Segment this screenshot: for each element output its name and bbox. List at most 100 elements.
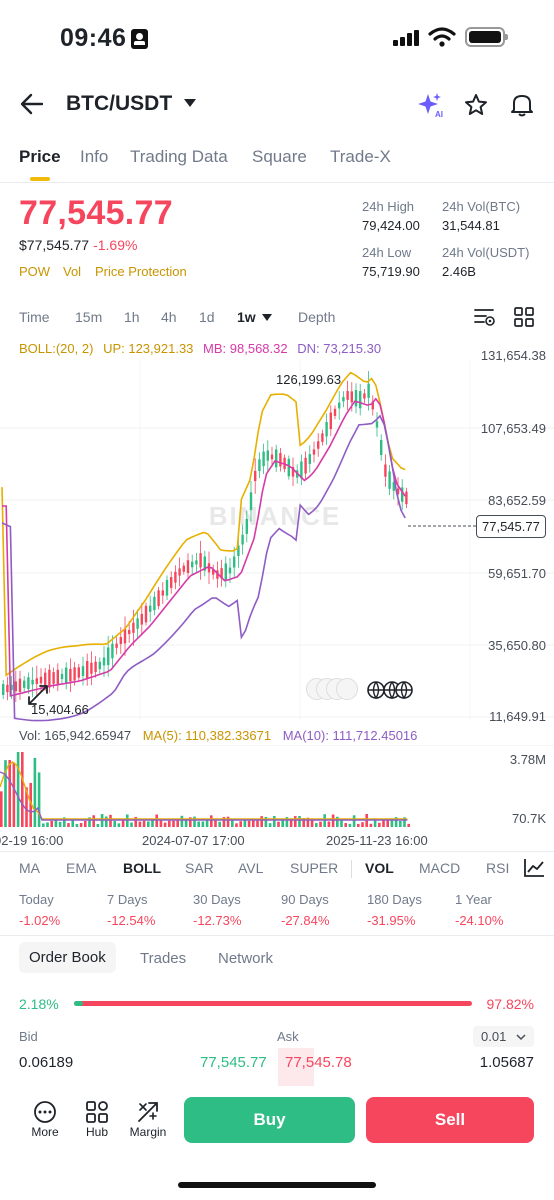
precision-value: 0.01 — [481, 1029, 507, 1044]
ind-vol[interactable]: VOL — [365, 860, 394, 876]
perf-label-today: Today — [19, 892, 54, 907]
tab-price[interactable]: Price — [19, 147, 61, 166]
tab-trading-data[interactable]: Trading Data — [130, 147, 228, 166]
ai-sparkle-icon[interactable]: AI — [418, 92, 444, 118]
tf-1w[interactable]: 1w — [237, 309, 256, 325]
section-divider — [0, 935, 554, 936]
vol-ma5: MA(5): 110,382.33671 — [142, 728, 272, 743]
vol-axis-bottom: 70.7K — [512, 811, 546, 826]
wifi-icon — [428, 27, 456, 47]
tab-square[interactable]: Square — [252, 147, 307, 166]
price-axis-4: 59,651.70 — [488, 566, 546, 581]
perf-value-1y: -24.10% — [455, 913, 504, 928]
vol-usdt-value: 2.46B — [442, 264, 476, 279]
high-label: 24h High — [362, 199, 415, 214]
tf-caret-icon[interactable] — [262, 314, 272, 321]
price-axis-6: 11,649.91 — [489, 709, 546, 724]
hub-button[interactable]: Hub — [85, 1125, 108, 1139]
price-axis-1: 131,654.38 — [480, 348, 546, 363]
contact-card-icon — [131, 29, 148, 49]
volume-chart[interactable] — [0, 745, 554, 830]
margin-icon[interactable] — [136, 1100, 160, 1124]
current-price-tag: 77,545.77 — [476, 515, 546, 538]
tf-1h[interactable]: 1h — [124, 309, 140, 325]
ind-macd[interactable]: MACD — [419, 860, 461, 876]
tab-network[interactable]: Network — [218, 950, 274, 967]
home-indicator — [178, 1182, 376, 1188]
low-label: 24h Low — [362, 245, 412, 260]
bid-header: Bid — [19, 1029, 38, 1044]
boll-legend: BOLL:(20, 2) UP: 123,921.33 MB: 98,568.3… — [19, 341, 381, 356]
chart-watermark: BINANCE — [209, 501, 341, 531]
perf-value-7d: -12.54% — [107, 913, 156, 928]
tf-depth[interactable]: Depth — [298, 309, 336, 325]
back-arrow-icon[interactable] — [20, 93, 44, 115]
tab-order-book[interactable]: Order Book — [19, 942, 116, 973]
more-icon[interactable] — [33, 1100, 57, 1124]
signal-icon — [393, 30, 419, 46]
buy-button[interactable]: Buy — [184, 1097, 355, 1143]
ind-avl[interactable]: AVL — [238, 860, 264, 876]
vol-btc-label: 24h Vol(BTC) — [442, 199, 521, 214]
ratio-bar — [74, 1001, 472, 1006]
price-usd: $77,545.77 — [19, 237, 90, 253]
ind-super[interactable]: SUPER — [290, 860, 339, 876]
hub-icon[interactable] — [85, 1100, 109, 1124]
grid-layout-icon[interactable] — [514, 307, 534, 327]
precision-select[interactable]: 0.01 — [473, 1026, 534, 1047]
boll-up: UP: 123,921.33 — [103, 341, 194, 356]
perf-value-180d: -31.95% — [367, 913, 416, 928]
ind-ema[interactable]: EMA — [66, 860, 97, 876]
margin-button[interactable]: Margin — [129, 1125, 167, 1139]
sell-button[interactable]: Sell — [366, 1097, 534, 1143]
tf-time[interactable]: Time — [19, 309, 50, 325]
date-label-1: 02-19 16:00 — [0, 833, 64, 848]
price-usd-line: $77,545.77 -1.69% — [19, 237, 137, 253]
tf-1d[interactable]: 1d — [199, 309, 215, 325]
tab-trade-x[interactable]: Trade-X — [330, 147, 391, 166]
tag-pow[interactable]: POW — [19, 264, 51, 279]
tab-trades[interactable]: Trades — [140, 950, 187, 967]
ask-price[interactable]: 77,545.78 — [285, 1054, 352, 1071]
tab-info[interactable]: Info — [80, 147, 109, 166]
ind-ma[interactable]: MA — [19, 860, 40, 876]
ind-boll[interactable]: BOLL — [123, 860, 162, 876]
indicator-chart-icon[interactable] — [523, 858, 545, 878]
bid-price[interactable]: 77,545.77 — [200, 1054, 267, 1071]
divider — [0, 182, 554, 183]
candlestick-chart[interactable]: BINANCE — [0, 360, 554, 725]
tf-4h[interactable]: 4h — [161, 309, 177, 325]
ratio-bar-bid — [74, 1001, 83, 1006]
perf-label-30d: 30 Days — [193, 892, 241, 907]
vol-usdt-label: 24h Vol(USDT) — [442, 245, 530, 260]
ask-qty: 1.05687 — [479, 1054, 534, 1071]
tf-15m[interactable]: 15m — [75, 309, 103, 325]
perf-label-7d: 7 Days — [107, 892, 148, 907]
perf-value-30d: -12.73% — [193, 913, 242, 928]
chart-settings-icon[interactable] — [474, 307, 496, 327]
perf-label-90d: 90 Days — [281, 892, 329, 907]
ind-sar[interactable]: SAR — [185, 860, 214, 876]
vol-value: Vol: 165,942.65947 — [19, 728, 132, 743]
chevron-down-icon — [516, 1034, 526, 1041]
vol-axis-top: 3.78M — [509, 752, 546, 767]
pair-title[interactable]: BTC/USDT — [66, 92, 173, 115]
tag-price-protection[interactable]: Price Protection — [95, 264, 187, 279]
more-button[interactable]: More — [31, 1125, 59, 1139]
indicator-separator — [351, 860, 352, 878]
bid-qty: 0.06189 — [19, 1054, 74, 1071]
perf-value-today: -1.02% — [19, 913, 61, 928]
date-label-3: 2025-11-23 16:00 — [326, 833, 428, 848]
star-icon[interactable] — [464, 93, 488, 117]
battery-icon — [465, 27, 508, 47]
vol-ma10: MA(10): 111,712.45016 — [282, 728, 418, 743]
expand-icon[interactable] — [26, 683, 50, 707]
bell-icon[interactable] — [510, 92, 534, 118]
bid-percentage: 2.18% — [19, 996, 59, 1012]
caret-down-icon[interactable] — [184, 99, 196, 107]
tag-vol[interactable]: Vol — [63, 264, 82, 279]
chart-high-annotation: 126,199.63 — [276, 372, 342, 387]
event-markers[interactable] — [306, 676, 416, 704]
ind-rsi[interactable]: RSI — [486, 860, 510, 876]
divider — [0, 851, 554, 852]
